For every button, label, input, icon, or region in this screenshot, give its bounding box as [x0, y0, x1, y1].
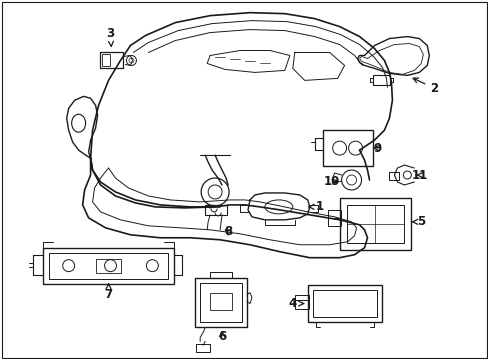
Bar	[322, 130, 372, 166]
Bar	[312, 289, 377, 318]
Bar	[95, 259, 121, 273]
Text: 2: 2	[412, 78, 437, 95]
Text: 6: 6	[218, 330, 226, 343]
Text: 7: 7	[104, 284, 112, 301]
Bar	[196, 345, 210, 352]
Bar	[210, 293, 232, 310]
Text: 4: 4	[288, 297, 303, 310]
Text: 11: 11	[410, 168, 427, 181]
Bar	[195, 278, 246, 328]
Text: 10: 10	[323, 175, 339, 189]
Bar	[200, 283, 242, 323]
Text: 1: 1	[308, 201, 323, 213]
Bar	[372, 75, 389, 85]
Bar	[339, 198, 410, 250]
Bar	[307, 285, 382, 323]
Bar	[102, 54, 109, 67]
Text: 9: 9	[373, 141, 381, 155]
Bar	[42, 248, 174, 284]
Text: 3: 3	[106, 27, 114, 46]
Bar	[294, 294, 308, 310]
Bar	[49, 253, 168, 279]
Bar	[327, 210, 340, 226]
Text: 5: 5	[411, 215, 425, 228]
Bar	[388, 172, 399, 180]
Text: 8: 8	[224, 225, 232, 238]
Bar	[100, 53, 123, 68]
Bar	[346, 205, 404, 243]
Bar	[205, 205, 226, 215]
